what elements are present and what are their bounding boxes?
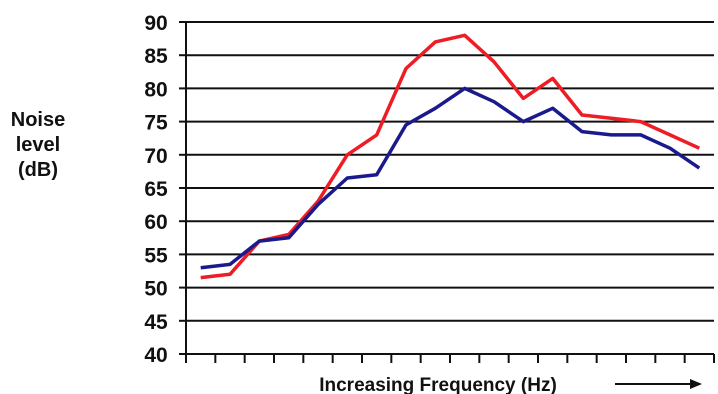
gridlines — [186, 21, 714, 322]
x-axis-label: Increasing Frequency (Hz) — [319, 375, 557, 394]
y-axis-label-line-1: Noise — [10, 109, 66, 131]
x-tick-marks — [185, 354, 715, 363]
y-tick-label-85: 85 — [144, 45, 168, 68]
y-tick-label-90: 90 — [144, 12, 167, 35]
y-axis-label-line-2: level — [15, 134, 61, 156]
y-tick-label-50: 50 — [144, 278, 167, 301]
y-axis-label-line-3: (dB) — [18, 159, 58, 181]
y-tick-label-80: 80 — [144, 78, 167, 101]
series-line-2 — [200, 86, 701, 270]
y-axis-label: Noise level (dB) — [0, 108, 76, 183]
y-tick-label-70: 70 — [144, 145, 167, 168]
y-tick-label-65: 65 — [144, 178, 168, 201]
y-tick-label-40: 40 — [144, 344, 167, 367]
series-lines — [200, 33, 701, 280]
y-tick-label-55: 55 — [144, 244, 168, 267]
y-tick-label-75: 75 — [144, 112, 168, 135]
y-tick-label-45: 45 — [144, 311, 168, 334]
y-tick-label-60: 60 — [144, 211, 167, 234]
series-line-1 — [200, 33, 701, 280]
y-tick-labels: 40 45 50 55 60 65 70 75 80 85 90 — [144, 12, 186, 367]
